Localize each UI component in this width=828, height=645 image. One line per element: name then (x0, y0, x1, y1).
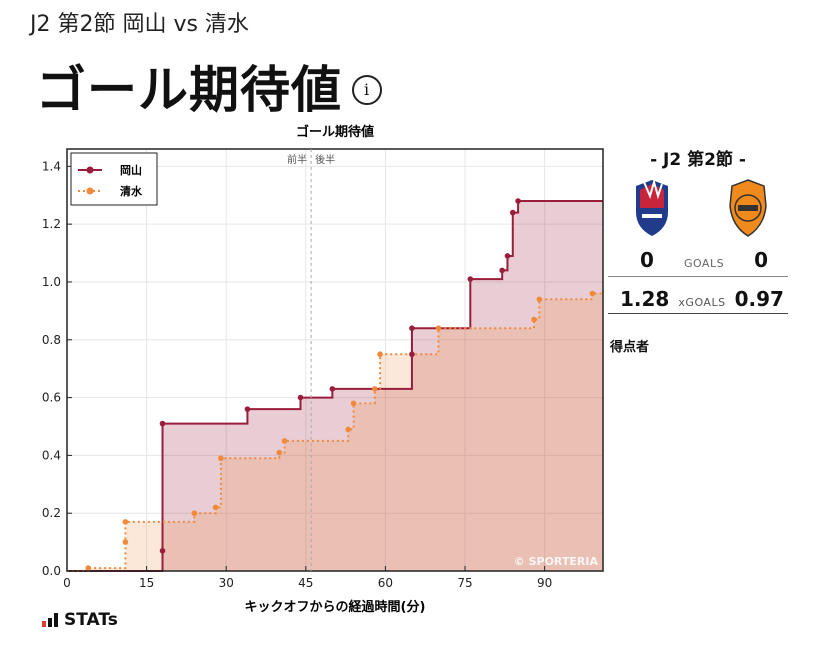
area-home (67, 201, 603, 571)
chart-title: ゴール期待値 (296, 124, 374, 140)
brand-label: STATs (64, 610, 118, 630)
shot-point-home (467, 276, 474, 282)
shot-point-home (329, 386, 336, 392)
shot-point-home (297, 394, 304, 401)
xg-label: xGOALS (678, 296, 726, 309)
shot-point-away (191, 510, 198, 516)
match-title: J2 第2節 岡山 vs 清水 (30, 12, 249, 37)
okayama-crest (636, 178, 668, 236)
y-tick-label: 1.0 (42, 275, 61, 289)
legend-marker-home (86, 166, 94, 174)
plot-frame (66, 148, 604, 572)
shot-point-away (589, 290, 596, 297)
x-tick-label: 15 (139, 576, 154, 590)
shot-point-home (409, 351, 415, 358)
legend-label-home: 岡山 (120, 163, 142, 177)
home-xg: 1.28 (620, 287, 670, 311)
shot-point-away (377, 351, 383, 358)
shot-point-home (504, 253, 511, 259)
scorers-label: 得点者 (610, 340, 650, 355)
shot-point-away (85, 565, 92, 571)
y-tick-label: 0.6 (42, 391, 61, 405)
first-half-label: 前半 (287, 153, 307, 166)
shot-point-away (281, 438, 288, 444)
legend-marker-away (86, 187, 94, 195)
shot-point-away (372, 386, 378, 392)
goals-row: 0 GOALS 0 (608, 242, 788, 277)
shot-point-home (159, 547, 166, 554)
x-tick-label: 45 (298, 576, 313, 590)
bar-chart-icon (42, 613, 58, 627)
info-icon[interactable]: i (352, 75, 382, 105)
shot-point-home (509, 209, 516, 216)
xg-row: 1.28 xGOALS 0.97 (608, 277, 788, 314)
away-xg: 0.97 (734, 287, 784, 311)
brand-logo[interactable]: STATs (42, 610, 118, 630)
y-tick-label: 0.2 (42, 506, 61, 520)
x-tick-label: 30 (219, 576, 234, 590)
away-goals: 0 (754, 248, 768, 272)
shot-point-away (218, 455, 224, 462)
shot-point-away (212, 504, 219, 511)
shot-point-away (122, 519, 129, 525)
second-half-label: 後半 (315, 153, 335, 166)
shot-point-away (536, 296, 543, 303)
shot-point-away (350, 400, 357, 407)
shot-point-home (499, 267, 505, 274)
shot-point-away (345, 426, 352, 433)
page-title: ゴール期待値 i (36, 50, 382, 122)
shot-point-home (409, 325, 415, 332)
goals-label: GOALS (683, 257, 725, 270)
x-tick-label: 60 (378, 576, 393, 590)
shot-point-home (515, 198, 521, 204)
y-tick-label: 0.4 (42, 448, 61, 462)
xg-chart: ゴール期待値 0 15 30 45 60 75 90 0.0 0.2 0.4 0.6 0.8 1.0 1.… (42, 124, 604, 615)
page-title-text: ゴール期待値 (36, 61, 342, 119)
watermark: © SPORTERIA (514, 555, 599, 568)
match-summary: - J2 第2節 - 0 GOALS 0 1.28 xGOALS 0.97 得点… (608, 145, 788, 355)
x-tick-label: 90 (537, 576, 552, 590)
home-goals: 0 (640, 248, 654, 272)
shot-point-away (122, 539, 129, 545)
y-tick-label: 1.2 (42, 217, 61, 231)
series-line-home (67, 200, 603, 572)
x-axis-label: キックオフからの経過時間(分) (245, 599, 426, 615)
shot-point-home (159, 420, 166, 427)
y-tick-label: 1.4 (42, 159, 61, 173)
shot-point-away (276, 449, 283, 456)
area-away (67, 290, 603, 571)
x-tick-label: 0 (63, 576, 71, 590)
shimizu-crest (729, 179, 767, 237)
legend-label-away: 清水 (120, 184, 143, 198)
legend: 岡山 清水 (70, 152, 158, 206)
y-tick-label: 0.8 (42, 333, 61, 347)
round-heading: - J2 第2節 - (650, 150, 746, 170)
shot-point-away (531, 316, 537, 323)
shot-point-home (244, 406, 251, 412)
y-tick-label: 0.0 (42, 564, 61, 578)
shot-point-away (435, 325, 442, 332)
x-tick-label: 75 (457, 576, 472, 590)
